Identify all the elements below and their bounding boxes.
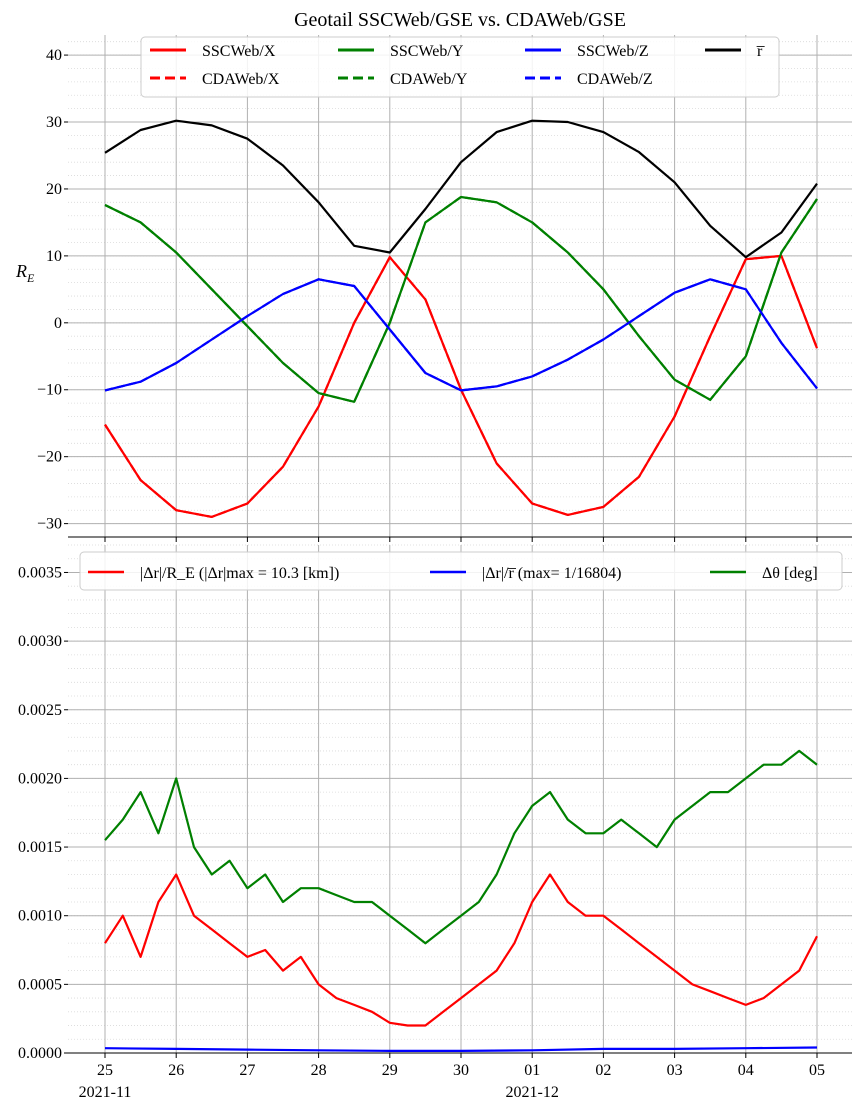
y-tick-label: 0.0020 [18, 770, 62, 787]
legend-label: CDAWeb/Y [390, 71, 468, 88]
legend-label: SSCWeb/Z [577, 43, 649, 60]
series-line-1 [104, 1046, 818, 1052]
y-tick-label: 10 [46, 248, 62, 265]
y-tick-label: 0 [54, 315, 62, 332]
legend-box [140, 36, 780, 98]
y-tick-label: −20 [37, 449, 62, 466]
x-tick-sublabel: 2021-12 [506, 1084, 559, 1101]
x-tick-label: 27 [239, 1062, 255, 1079]
legend-label: |Δr|/r̅ (max= 1/16804) [482, 565, 621, 582]
chart-title: Geotail SSCWeb/GSE vs. CDAWeb/GSE [294, 9, 626, 31]
bottom-axes: 0.0000 0.0005 0.0010 0.0015 0.0020 0.0025 0.00… [18, 564, 852, 1101]
legend-label: CDAWeb/Z [577, 71, 653, 88]
bottom-legend: |Δr|/R_E (|Δr|max = 10.3 [km]) |Δr|/r̅ (m… [79, 551, 843, 591]
y-axis-label-sub: E [26, 271, 35, 285]
top-panel: Geotail SSCWeb/GSE vs. CDAWeb/GSE −30 −20… [15, 9, 852, 542]
y-tick-label: −10 [37, 382, 62, 399]
bottom-panel: 0.0000 0.0005 0.0010 0.0015 0.0020 0.0025 0.00… [18, 544, 852, 1101]
x-tick-label: 01 [524, 1062, 540, 1079]
x-tick-label: 30 [453, 1062, 469, 1079]
legend-label: SSCWeb/Y [390, 43, 464, 60]
x-tick-label: 05 [809, 1062, 825, 1079]
x-tick-label: 28 [311, 1062, 327, 1079]
series-line-2 [104, 749, 818, 945]
bottom-series [104, 749, 818, 1052]
y-tick-label: 0.0015 [18, 839, 62, 856]
legend-label: SSCWeb/X [202, 43, 276, 60]
top-axes: −30 −20 −10 0 10 20 30 40 [37, 47, 852, 542]
y-tick-label: 20 [46, 181, 62, 198]
y-tick-label: 30 [46, 114, 62, 131]
legend-label: |Δr|/R_E (|Δr|max = 10.3 [km]) [140, 565, 339, 582]
legend-label: Δθ [deg] [762, 565, 818, 582]
x-tick-label: 25 [97, 1062, 113, 1079]
y-tick-label: 0.0010 [18, 908, 62, 925]
top-legend: SSCWeb/X CDAWeb/X SSCWeb/Y CDAWeb/Y SSCWeb/Z… [140, 36, 780, 98]
x-tick-label: 02 [595, 1062, 611, 1079]
legend-label: CDAWeb/X [202, 71, 280, 88]
series-line-0 [104, 873, 818, 1027]
series-line-dashed-1 [104, 195, 818, 404]
y-tick-label: 0.0005 [18, 976, 62, 993]
x-tick-label: 26 [168, 1062, 184, 1079]
y-tick-label: 0.0030 [18, 633, 62, 650]
y-tick-label: −30 [37, 516, 62, 533]
x-tick-label: 29 [382, 1062, 398, 1079]
legend-label: r̅ [756, 43, 766, 60]
y-tick-label: 0.0035 [18, 564, 62, 581]
x-tick-sublabel: 2021-11 [79, 1084, 132, 1101]
series-line-dashed-2 [104, 278, 818, 392]
top-series [104, 119, 819, 519]
x-tick-label: 04 [738, 1062, 754, 1079]
y-tick-label: 0.0000 [18, 1045, 62, 1062]
y-tick-label: 40 [46, 47, 62, 64]
y-axis-label-main: R [15, 261, 27, 281]
y-tick-label: 0.0025 [18, 702, 62, 719]
x-tick-label: 03 [667, 1062, 683, 1079]
series-line-3 [104, 119, 818, 259]
y-axis-label: RE [15, 261, 35, 285]
